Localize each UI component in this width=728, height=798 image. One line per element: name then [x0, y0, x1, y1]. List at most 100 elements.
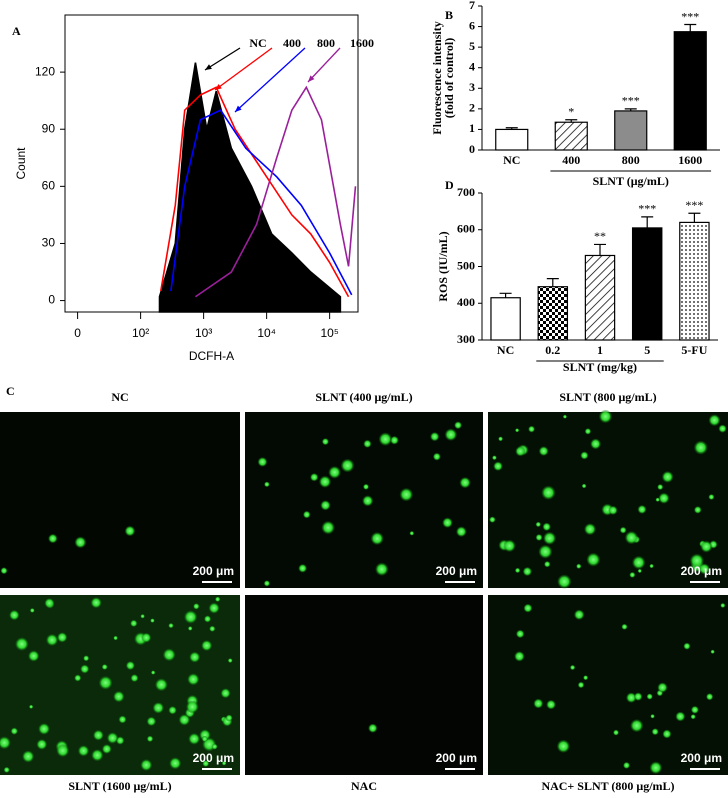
- fluorescent-cell: [657, 484, 664, 491]
- fluorescent-cell: [168, 622, 174, 629]
- fluorescent-cell: [690, 705, 699, 714]
- fluorescent-cell: [700, 540, 713, 553]
- arrow: [214, 47, 273, 91]
- fluorescent-cell: [655, 497, 660, 502]
- fluorescent-cell: [637, 505, 647, 514]
- fluorescent-cell: [584, 428, 592, 435]
- fluorescent-cell: [140, 759, 153, 771]
- x-tick-label: NC: [497, 343, 514, 357]
- fluorescent-cell: [188, 733, 200, 745]
- x-tick-label: 400: [562, 153, 580, 167]
- fluorescent-cell: [557, 574, 572, 589]
- fluorescent-cell: [662, 729, 672, 739]
- y-tick-label: 60: [42, 179, 56, 193]
- fluorescent-cell: [208, 602, 220, 614]
- image-label: SLNT (400 μg/mL): [315, 390, 412, 404]
- y-axis-label: (fold of control): [442, 38, 456, 118]
- fluorescent-cell: [528, 425, 535, 433]
- y-tick-label: 30: [42, 236, 56, 250]
- fluorescent-cell: [658, 492, 670, 504]
- significance: ***: [681, 9, 699, 23]
- fluorescent-cell: [124, 525, 136, 537]
- micrograph: [0, 412, 240, 588]
- fluorescent-cell: [130, 619, 138, 627]
- significance: *: [568, 105, 574, 119]
- series-label: 400: [283, 36, 301, 50]
- fluorescent-cell: [201, 640, 213, 651]
- fluorescent-cell: [189, 651, 201, 663]
- fluorescent-cell: [718, 424, 727, 433]
- fluorescent-cell: [113, 690, 125, 703]
- fluorescent-cell: [10, 727, 18, 735]
- y-tick-label: 300: [457, 332, 475, 346]
- fluorescent-cell: [649, 761, 663, 774]
- fluorescent-cell: [522, 566, 532, 577]
- fluorescent-cell: [362, 495, 374, 507]
- fluorescent-cell: [186, 700, 199, 714]
- micrograph: [488, 412, 728, 588]
- fluorescent-cell: [546, 699, 556, 710]
- y-tick-label: 600: [457, 222, 475, 236]
- fluorescent-cell: [90, 597, 102, 609]
- fluorescent-cell: [693, 440, 708, 455]
- fluorescent-cell: [706, 693, 714, 701]
- series-label: 1600: [350, 36, 374, 50]
- bar: [631, 227, 663, 341]
- x-axis-label: SLNT (μg/mL): [593, 174, 669, 188]
- fluorescent-cell: [569, 664, 576, 671]
- arrow-head: [235, 105, 242, 112]
- y-axis-label: ROS (IU/mL): [436, 231, 450, 301]
- scale-bar-label: 200 μm: [436, 564, 477, 578]
- arrow-head: [308, 75, 315, 82]
- significance: ***: [685, 198, 703, 212]
- fluorescent-cell: [91, 749, 104, 762]
- fluorescent-cell: [178, 714, 191, 726]
- fluorescent-cell: [442, 517, 453, 528]
- fluorescent-cell: [328, 466, 341, 479]
- fluorescent-cell: [363, 439, 372, 448]
- fluorescent-cell: [150, 670, 156, 675]
- fluorescent-cell: [538, 544, 553, 559]
- panel-label: B: [445, 8, 453, 22]
- fluorescent-cell: [720, 602, 726, 608]
- bar: [614, 110, 648, 151]
- fluorescent-cell: [83, 655, 90, 662]
- arrow: [307, 47, 341, 83]
- fluorescent-cell: [46, 633, 59, 646]
- y-tick-label: 3: [469, 80, 475, 94]
- scale-bar-label: 200 μm: [193, 564, 234, 578]
- fluorescent-cell: [533, 698, 544, 709]
- fluorescent-cell: [657, 682, 668, 693]
- fluorescent-cell: [363, 483, 369, 490]
- fluorescent-cell: [201, 735, 208, 742]
- significance: ***: [638, 202, 656, 216]
- x-tick-label: NC: [503, 153, 520, 167]
- y-tick-label: 90: [42, 121, 56, 135]
- fluorescent-cell: [710, 649, 715, 654]
- error-bar: [684, 23, 697, 32]
- fluorescent-cell: [541, 485, 556, 500]
- error-bar: [565, 119, 578, 123]
- arrow: [204, 47, 241, 71]
- fluorescent-cell: [586, 552, 601, 567]
- y-tick-label: 400: [457, 295, 475, 309]
- fluorescent-cell: [444, 428, 457, 441]
- x-tick-label: 0.2: [545, 343, 560, 357]
- fluorescent-cell: [150, 618, 155, 623]
- arrow-head: [215, 83, 222, 90]
- fluorescent-cell: [598, 409, 613, 424]
- fluorescent-cell: [613, 729, 619, 736]
- fluorescent-cell: [44, 598, 55, 608]
- fluorescent-cell: [125, 661, 135, 671]
- bar: [495, 128, 529, 151]
- x-tick-label: 10⁴: [257, 326, 276, 340]
- y-tick-label: 6: [469, 18, 475, 32]
- fluorescent-cell: [320, 500, 331, 511]
- x-tick-label: 1600: [678, 153, 702, 167]
- fluorescent-cell: [9, 609, 20, 621]
- fluorescent-cell: [106, 732, 119, 744]
- image-label: NAC+ SLNT (800 μg/mL): [541, 779, 674, 793]
- line: [170, 109, 353, 296]
- fluorescent-cell: [169, 757, 182, 770]
